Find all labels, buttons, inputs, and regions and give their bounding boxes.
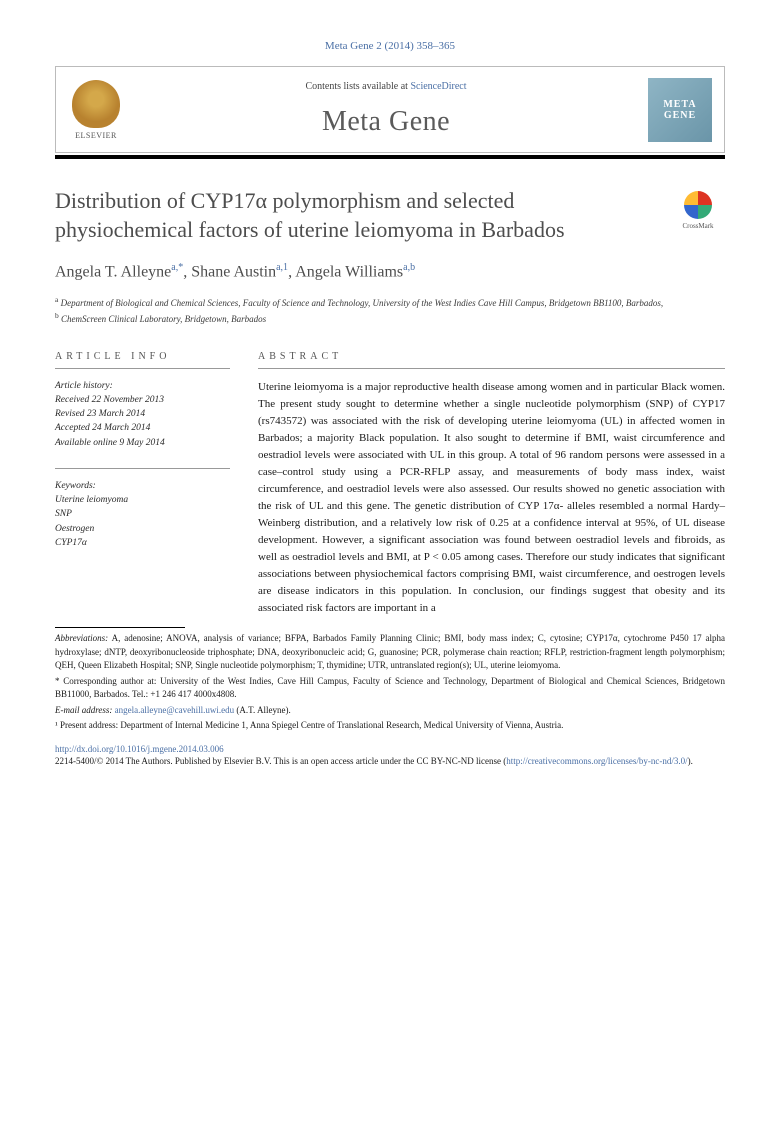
author-0-sup: a,* [171,262,183,273]
author-1-sup: a,1 [276,262,288,273]
keyword-1: SNP [55,509,72,519]
crossmark-label: CrossMark [682,222,713,230]
history-received: Received 22 November 2013 [55,393,230,407]
contents-line: Contents lists available at ScienceDirec… [124,81,648,92]
email-suffix: (A.T. Alleyne). [234,705,291,715]
crossmark-icon [684,191,712,219]
footnote-rule [55,627,185,628]
history-online: Available online 9 May 2014 [55,436,230,450]
keywords-heading: Keywords: [55,481,96,491]
keyword-2: Oestrogen [55,524,94,534]
affil-b-text: ChemScreen Clinical Laboratory, Bridgeto… [61,314,266,324]
affil-a-text: Department of Biological and Chemical Sc… [61,298,664,308]
author-2-sup: a,b [403,262,415,273]
footnotes: Abbreviations: A, adenosine; ANOVA, anal… [55,632,725,733]
email-link[interactable]: angela.alleyne@cavehill.uwi.edu [115,705,235,715]
affiliation-a: a Department of Biological and Chemical … [55,294,725,311]
history-heading: Article history: [55,379,230,393]
keywords: Keywords: Uterine leiomyoma SNP Oestroge… [55,479,230,550]
author-0-name: Angela T. Alleyne [55,264,171,281]
abbrev-text: A, adenosine; ANOVA, analysis of varianc… [55,633,725,670]
history-revised: Revised 23 March 2014 [55,407,230,421]
keyword-0: Uterine leiomyoma [55,495,128,505]
sciencedirect-link[interactable]: ScienceDirect [410,81,466,92]
license-link[interactable]: http://creativecommons.org/licenses/by-n… [506,756,687,766]
doi-block: http://dx.doi.org/10.1016/j.mgene.2014.0… [55,743,725,768]
copyright-line: 2214-5400/© 2014 The Authors. Published … [55,755,725,768]
corresponding-author: * Corresponding author at: University of… [55,675,725,702]
article-history: Article history: Received 22 November 20… [55,379,230,450]
crossmark-badge[interactable]: CrossMark [671,191,725,230]
badge-line1: META [663,99,696,110]
elsevier-logo: ELSEVIER [68,77,124,142]
authors-line: Angela T. Alleynea,*, Shane Austina,1, A… [55,262,725,281]
abstract-label: abstract [258,351,725,369]
doi-link[interactable]: http://dx.doi.org/10.1016/j.mgene.2014.0… [55,743,725,756]
article-info-label: article info [55,351,230,369]
copyright-suffix: ). [688,756,693,766]
abstract-text: Uterine leiomyoma is a major reproductiv… [258,379,725,618]
journal-name: Meta Gene [124,106,648,138]
badge-line2: GENE [664,110,696,121]
contents-prefix: Contents lists available at [305,81,410,92]
email-line: E-mail address: angela.alleyne@cavehill.… [55,704,725,718]
copyright-text: 2214-5400/© 2014 The Authors. Published … [55,756,506,766]
author-1-name: Shane Austin [191,264,276,281]
author-2-name: Angela Williams [295,264,403,281]
keyword-3: CYP17α [55,538,87,548]
affiliations: a Department of Biological and Chemical … [55,294,725,327]
article-title: Distribution of CYP17α polymorphism and … [55,187,651,244]
history-accepted: Accepted 24 March 2014 [55,421,230,435]
elsevier-tree-icon [72,80,120,128]
info-divider [55,468,230,469]
header-divider-bar [55,155,725,159]
present-address: ¹ Present address: Department of Interna… [55,719,725,733]
abbreviations: Abbreviations: A, adenosine; ANOVA, anal… [55,632,725,673]
affiliation-b: b ChemScreen Clinical Laboratory, Bridge… [55,310,725,327]
journal-header: ELSEVIER Contents lists available at Sci… [55,66,725,153]
elsevier-label: ELSEVIER [75,131,117,140]
journal-cover-badge: META GENE [648,78,712,142]
citation-line: Meta Gene 2 (2014) 358–365 [55,40,725,52]
affil-a-sup: a [55,295,58,304]
affil-b-sup: b [55,311,59,320]
email-label: E-mail address: [55,705,115,715]
abbrev-label: Abbreviations: [55,633,108,643]
